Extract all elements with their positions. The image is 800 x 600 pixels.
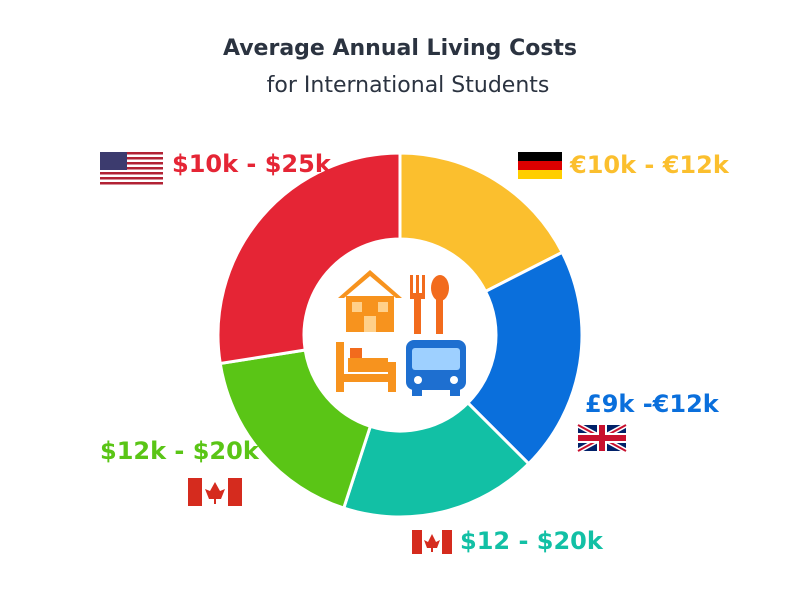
flag-canada — [188, 478, 242, 506]
donut — [216, 151, 584, 519]
segment-label: $10k - $25k — [172, 150, 332, 178]
flag-germany — [518, 152, 562, 179]
segment-label: $12k - $20k — [100, 437, 260, 465]
flag-uk — [576, 422, 628, 454]
fork-spoon-icon — [410, 275, 449, 334]
chart-title: Average Annual Living Costs — [223, 36, 577, 61]
center-icons — [336, 270, 466, 396]
house-icon — [338, 270, 402, 332]
chart-subtitle: for International Students — [267, 73, 550, 98]
segment-labels: €10k - €12k £9k -€12k $12 - $20k $12k - $20… — [100, 150, 730, 555]
segment-label: €10k - €12k — [569, 151, 730, 179]
segment-label: £9k -€12k — [585, 390, 720, 418]
bus-icon — [406, 340, 466, 396]
donut-hole — [304, 239, 496, 431]
donut-segment — [465, 250, 584, 466]
bed-icon — [336, 342, 396, 392]
flag-canada — [412, 530, 452, 554]
segment-label: $12 - $20k — [460, 527, 604, 555]
flag-usa — [100, 152, 163, 185]
